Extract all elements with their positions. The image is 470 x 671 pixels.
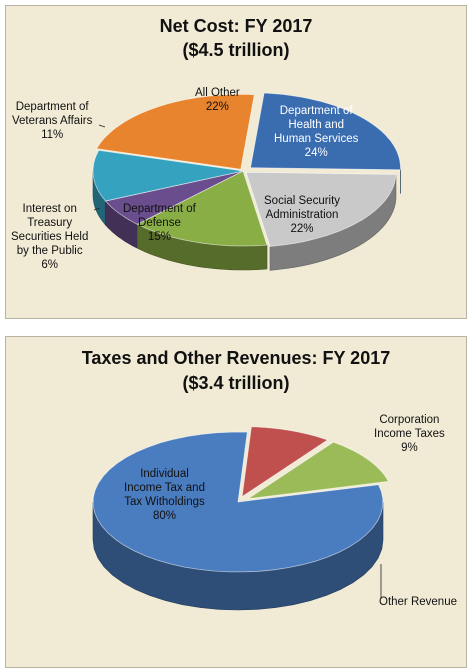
slice-label-ssa: Social Security Administration 22% <box>264 195 341 235</box>
net-cost-chart-panel: Net Cost: FY 2017 ($4.5 trillion) Depart… <box>5 5 467 319</box>
chart2-slice-individual-income-tax-and-tax-witholdings <box>92 431 384 573</box>
chart1-subtitle: ($4.5 trillion) <box>182 40 290 60</box>
slice-label-all-other: All Other 22% <box>195 87 240 113</box>
chart1-slice-social-security-administration <box>245 171 397 247</box>
chart1-title: Net Cost: FY 2017 <box>159 16 313 36</box>
slice-label-corporation: Corporation Income Taxes 9% <box>374 414 445 454</box>
chart2-slice-other-revenue <box>247 441 390 500</box>
revenues-chart-panel: Taxes and Other Revenues: FY 2017 ($3.4 … <box>5 336 467 668</box>
chart2-title: Taxes and Other Revenues: FY 2017 <box>81 348 391 368</box>
chart1-slice-department-of-veterans-affairs <box>92 149 244 202</box>
leader-line-interest <box>93 207 101 211</box>
slice-label-other-revenue: Other Revenue <box>379 596 457 608</box>
slice-label-veterans: Department of Veterans Affairs 11% <box>12 101 93 141</box>
slice-label-defense: Department of Defense 15% <box>123 203 196 243</box>
chart2-subtitle: ($3.4 trillion) <box>182 373 290 393</box>
revenues-pie-svg <box>92 426 390 611</box>
chart2-slice-corporation-income-taxes <box>241 426 329 498</box>
slice-label-interest: Interest on Treasury Securities Held by … <box>11 203 89 271</box>
chart1-slice-department-of-defense <box>136 170 268 247</box>
slice-label-hhs: Department of Health and Human Services … <box>274 105 359 159</box>
net-cost-pie-svg <box>92 92 401 271</box>
slice-label-individual: Individual Income Tax and Tax Witholding… <box>124 468 205 522</box>
leader-line-veterans <box>98 124 106 128</box>
chart1-slice-department-of-health-and-human-services <box>250 92 401 171</box>
chart1-slice-interest-on-treasury-securities-held-by-the-public <box>104 170 244 225</box>
chart1-slice-all-other <box>95 94 255 170</box>
